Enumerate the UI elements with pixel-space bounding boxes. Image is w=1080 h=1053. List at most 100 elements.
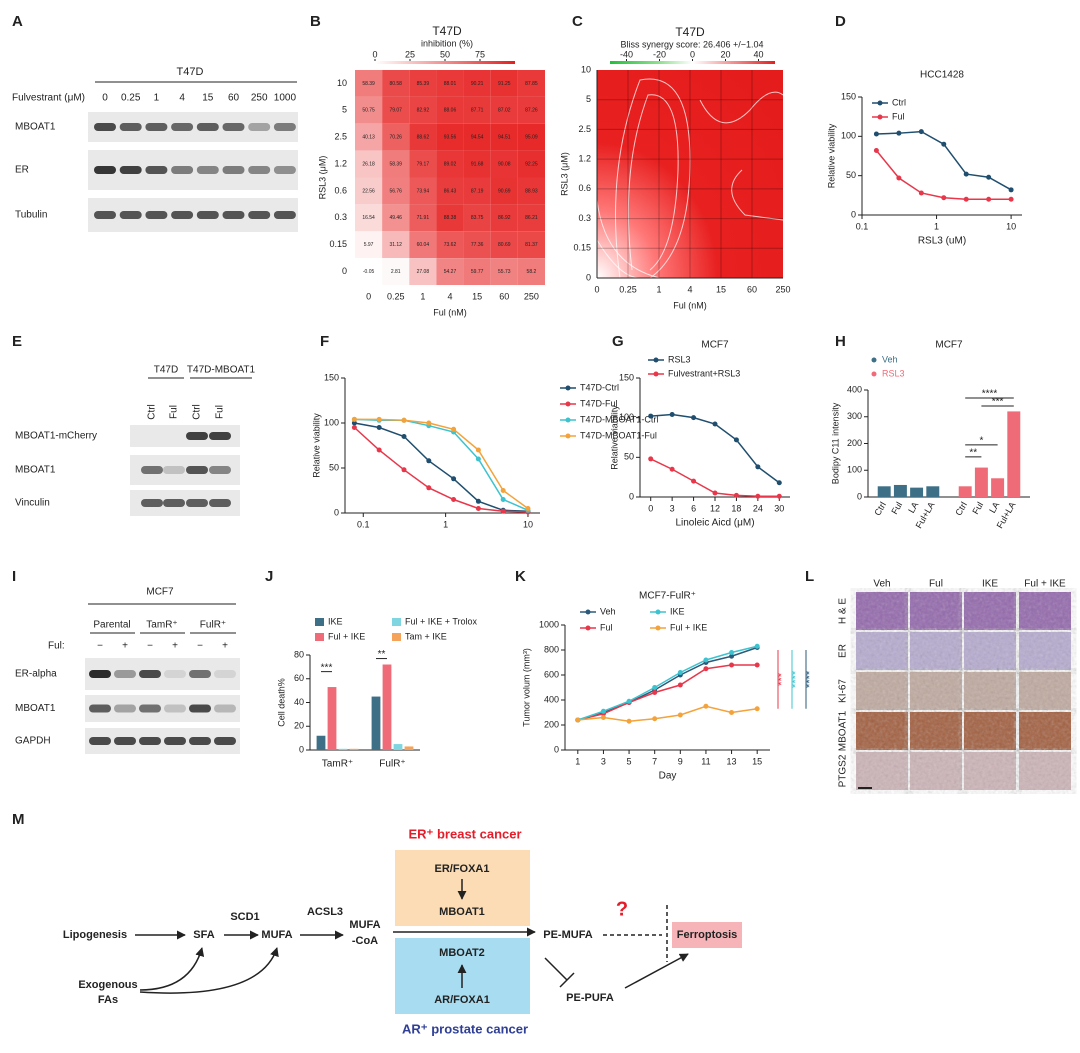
x-tick-label: 10: [1006, 221, 1016, 231]
colorbar-tick: -20: [653, 49, 666, 59]
chart-title: T47D: [432, 24, 462, 38]
cell-label: 55.73: [498, 269, 511, 275]
point: [1008, 187, 1014, 193]
x-tick-label: 3: [601, 756, 606, 766]
band: [94, 211, 116, 219]
cell-label: 71.91: [417, 215, 430, 221]
band: [214, 737, 236, 745]
point: [475, 456, 481, 462]
y-tick-label: 0: [586, 272, 591, 282]
x-tick-label: 30: [774, 503, 784, 513]
cell-label: 90.69: [498, 188, 511, 194]
legend-swatch: [315, 633, 324, 641]
heat-cell: [490, 70, 518, 97]
band: [189, 704, 211, 713]
point: [703, 657, 709, 663]
ihc-texture: [964, 632, 1016, 670]
x-tick-label: Ful: [970, 500, 985, 516]
cell-label: 22.56: [362, 188, 375, 194]
legend-dot: [655, 609, 661, 615]
heat-cell: [409, 231, 437, 259]
heat-cell: [436, 70, 464, 97]
y-tick-label: 0.6: [578, 183, 591, 193]
x-tick-label: 10: [523, 519, 533, 529]
ihc-row: ER: [838, 644, 849, 658]
point: [351, 425, 357, 430]
cell-label: 54.27: [444, 269, 457, 275]
point: [351, 420, 357, 426]
cell-label: 77.36: [471, 242, 484, 248]
cell-label: 82.92: [417, 108, 430, 114]
heat-cell: [355, 123, 383, 151]
legend-label: Veh: [600, 606, 616, 616]
y-tick-label: 80: [294, 649, 304, 659]
lane: 4: [179, 93, 185, 104]
y-tick-label: 100: [847, 465, 862, 475]
panel-label: H: [835, 333, 846, 350]
band: [222, 166, 245, 174]
x-tick-label: 7: [652, 756, 657, 766]
legend-label: IKE: [670, 606, 685, 616]
significance: ****: [982, 389, 998, 400]
subtitle: Bliss synergy score: 26.406 +/−1.04: [620, 39, 763, 49]
band: [119, 123, 142, 131]
band: [248, 123, 271, 131]
heat-cell: [409, 70, 437, 97]
bar: [382, 664, 392, 750]
cell-label: 27.08: [417, 269, 430, 275]
significance: ****: [804, 670, 816, 688]
cell-label: 83.75: [471, 215, 484, 221]
band: [186, 432, 208, 440]
legend-swatch: [315, 618, 324, 626]
chart-title: MCF7: [701, 340, 729, 351]
lane: +: [222, 641, 228, 652]
blot-row-label: ER-alpha: [15, 669, 57, 680]
er-title: ER⁺ breast cancer: [408, 826, 521, 841]
blot-row-label: MBOAT1-mCherry: [15, 431, 97, 442]
heat-cell: [409, 123, 437, 151]
y-tick-label: 20: [294, 721, 304, 731]
point: [451, 426, 457, 432]
ihc-texture: [856, 752, 908, 790]
point: [475, 447, 481, 453]
cell-label: 94.54: [471, 135, 484, 141]
legend-label: T47D-Ful: [580, 398, 618, 408]
blot-row-label: MBOAT1: [15, 465, 56, 476]
cell-label: 70.26: [389, 135, 402, 141]
point: [712, 421, 718, 427]
band: [189, 670, 211, 678]
cell-label: 88.93: [525, 188, 538, 194]
lane: Ful: [169, 405, 180, 419]
point: [754, 643, 760, 649]
band: [163, 499, 185, 507]
point: [376, 416, 382, 422]
blot-row-label: MBOAT1: [15, 703, 56, 714]
legend-label: T47D-MBOAT1-Ctrl: [580, 414, 658, 424]
y-axis-label: RSL3 (μM): [317, 156, 327, 200]
legend-label: Ful: [892, 111, 905, 121]
band: [114, 704, 136, 713]
bar: [371, 696, 381, 750]
significance: **: [378, 649, 386, 660]
node: Ferroptosis: [677, 929, 738, 941]
ihc-texture: [856, 632, 908, 670]
ihc-texture: [856, 712, 908, 750]
panel-label: M: [12, 811, 25, 828]
heat-cell: [382, 258, 410, 285]
band: [171, 211, 194, 219]
legend-label: IKE: [328, 616, 343, 626]
ihc-texture: [856, 672, 908, 710]
node: SFA: [193, 929, 214, 941]
panel-label: F: [320, 333, 329, 350]
bar: [926, 486, 940, 497]
y-tick-label: 400: [847, 384, 862, 394]
heat-cell: [409, 96, 437, 124]
x-tick-label: 5: [627, 756, 632, 766]
band: [114, 737, 136, 745]
band: [171, 123, 194, 131]
heat-cell: [490, 231, 518, 259]
series-line: [577, 645, 758, 721]
heat-cell: [436, 258, 464, 285]
point: [703, 703, 709, 709]
x-axis-label: Ful (nM): [673, 300, 707, 310]
